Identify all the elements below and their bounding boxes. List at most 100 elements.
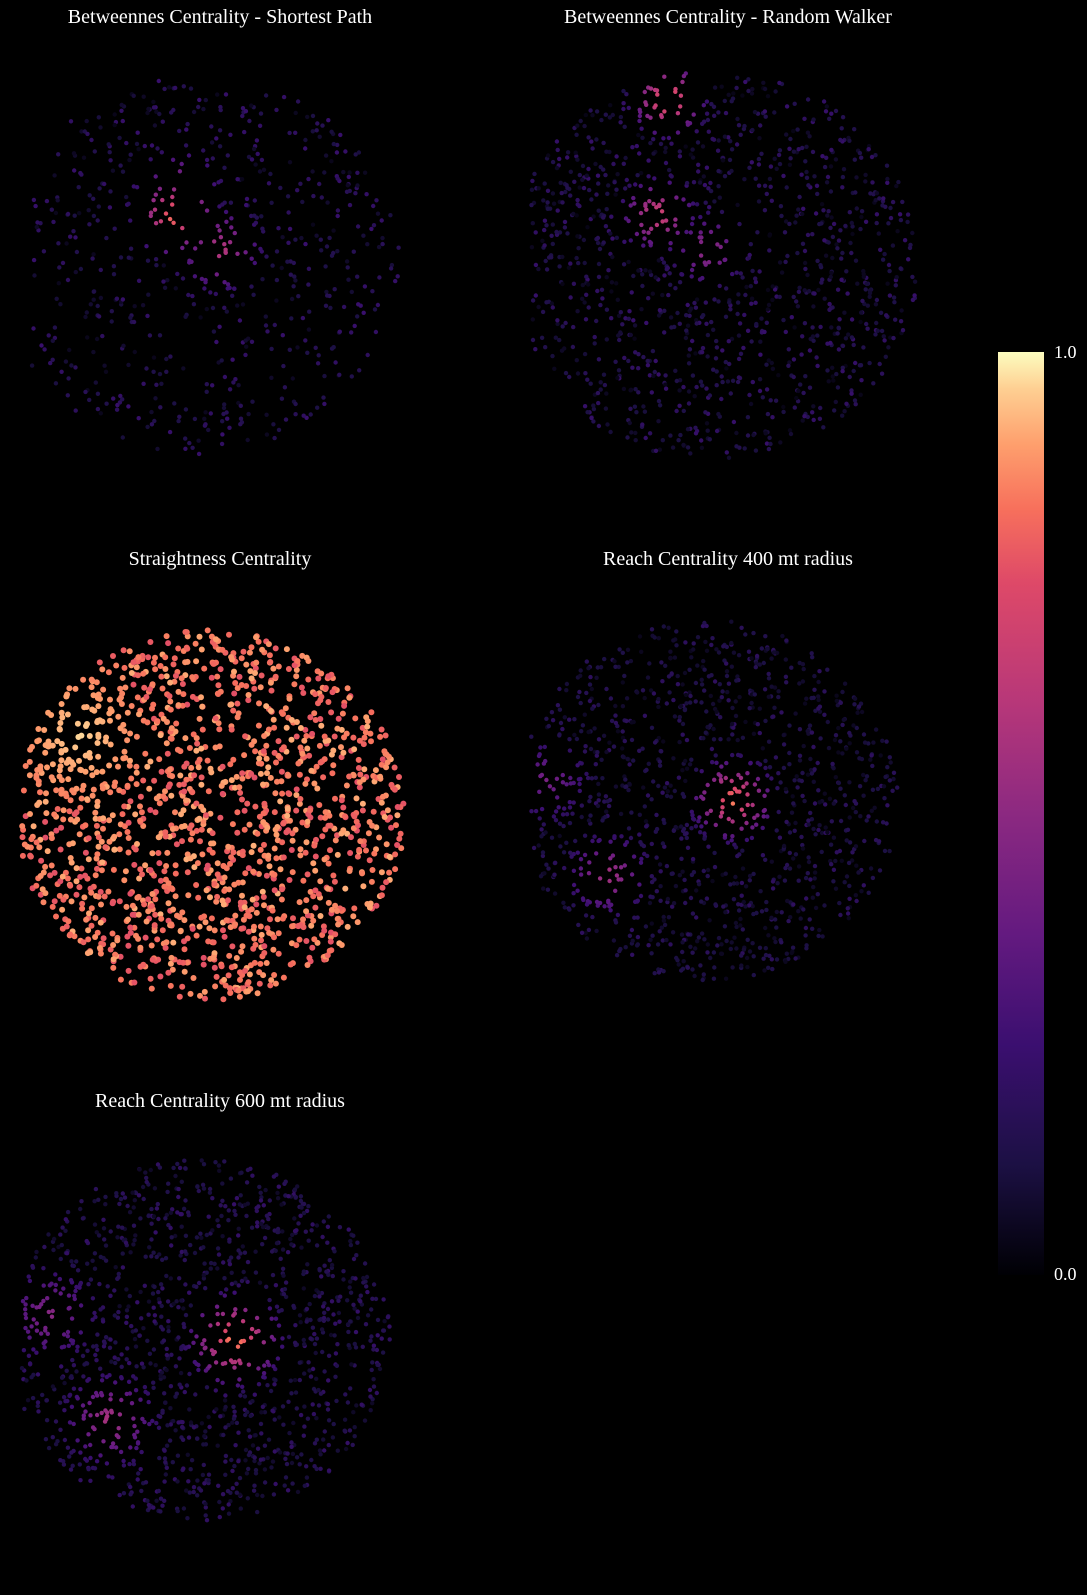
map-2-point	[701, 174, 706, 179]
map-4-point	[817, 823, 822, 828]
map-2-point	[691, 112, 696, 117]
map-3-point	[264, 824, 271, 831]
map-5-point	[175, 1161, 180, 1167]
map-4-point	[737, 694, 742, 700]
map-4-point	[868, 757, 873, 762]
map-3-point	[264, 770, 270, 777]
map-2-point	[876, 231, 881, 236]
map-4-point	[567, 748, 573, 753]
map-3-point	[101, 893, 108, 900]
map-1-point	[134, 141, 140, 147]
map-1-point	[246, 154, 252, 160]
map-2-point	[582, 300, 587, 305]
map-4-point	[704, 896, 710, 901]
map-5-point	[331, 1312, 336, 1317]
map-3-point	[176, 781, 183, 788]
map-4-point	[719, 810, 725, 815]
map-4-point	[729, 940, 734, 945]
map-2-point	[656, 398, 662, 404]
map-2-point	[704, 386, 709, 391]
map-1-point	[50, 338, 55, 343]
map-1-point	[227, 425, 232, 430]
map-1-point	[160, 197, 165, 203]
map-2-point	[543, 258, 548, 264]
map-2-point	[719, 84, 724, 89]
map-1-point	[39, 343, 44, 348]
map-5-point	[136, 1471, 141, 1476]
map-3-point	[327, 822, 334, 829]
map-4-point	[877, 868, 883, 873]
map-4-point	[813, 832, 818, 837]
map-2-point	[706, 186, 711, 191]
map-4-point	[592, 726, 597, 731]
map-2-point	[812, 174, 817, 179]
map-2-point	[582, 351, 588, 357]
map-3-point	[125, 916, 131, 923]
map-2-point	[795, 127, 800, 132]
map-4-point	[614, 953, 620, 958]
map-2-point	[850, 231, 855, 237]
map-1-point	[98, 125, 103, 130]
map-2-point	[768, 164, 774, 169]
map-1-point	[335, 208, 341, 213]
map-4-point	[710, 878, 715, 884]
map-4-point	[649, 951, 654, 956]
map-4-point	[587, 698, 593, 704]
map-4-point	[539, 827, 544, 832]
map-3-point	[394, 804, 401, 810]
map-2-point	[748, 401, 754, 407]
map-4-point	[781, 765, 787, 771]
map-1-point	[114, 296, 120, 301]
map-1-point	[243, 250, 248, 255]
map-4-point	[684, 701, 689, 706]
map-3-point	[348, 834, 354, 841]
map-5-point	[291, 1420, 296, 1426]
map-2-point	[788, 136, 793, 142]
map-4-point	[780, 633, 785, 639]
map-2-point	[633, 438, 638, 443]
map-3-point	[241, 807, 248, 814]
map-5-point	[264, 1284, 269, 1289]
map-3-point	[367, 730, 374, 737]
map-2-point	[837, 317, 842, 322]
map-5-point	[230, 1360, 235, 1365]
map-2-point	[891, 295, 897, 300]
map-3-point	[159, 685, 166, 692]
map-3-point	[191, 772, 198, 779]
map-2-point	[714, 428, 720, 434]
map-5-point	[215, 1218, 220, 1223]
map-4-point	[866, 890, 871, 895]
map-4-point	[726, 737, 731, 742]
map-4-point	[719, 779, 724, 784]
map-4-point	[726, 681, 732, 686]
map-4-point	[558, 844, 563, 849]
map-3-point	[296, 899, 303, 906]
map-2-point	[874, 212, 880, 217]
map-4-point	[750, 802, 755, 808]
map-4-point	[620, 746, 625, 751]
map-2-point	[867, 294, 872, 299]
map-1-point	[51, 219, 56, 225]
map-3-point	[189, 789, 196, 796]
map-5-point	[262, 1410, 268, 1415]
map-5-point	[128, 1250, 133, 1255]
map-3-point	[54, 738, 61, 745]
map-1-point	[173, 286, 178, 291]
map-5-point	[162, 1391, 167, 1396]
map-4-point	[690, 967, 695, 972]
map-4-point	[891, 776, 896, 782]
map-4-point	[845, 827, 851, 832]
map-3-point	[311, 710, 318, 717]
map-4-point	[729, 721, 735, 727]
map-3-point	[255, 871, 262, 877]
map-5-point	[142, 1419, 147, 1425]
map-5-point	[222, 1293, 227, 1298]
map-3-point	[142, 862, 149, 869]
map-1-point	[135, 130, 140, 135]
map-4-point	[836, 750, 841, 755]
map-2-point	[720, 379, 725, 385]
map-4-point	[774, 650, 780, 656]
map-2-point	[612, 180, 617, 185]
map-5-point	[370, 1296, 375, 1301]
map-3-point	[274, 916, 281, 923]
